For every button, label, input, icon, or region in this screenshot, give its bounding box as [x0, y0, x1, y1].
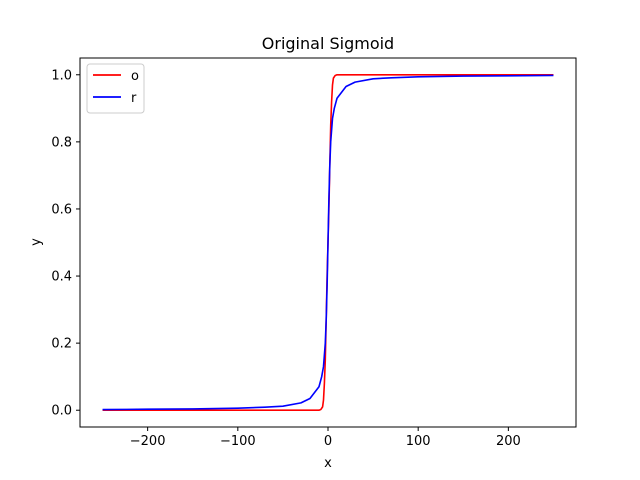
x-tick-label: −200 [130, 434, 166, 449]
legend: or [86, 63, 145, 114]
y-tick-label: 0.4 [51, 270, 72, 285]
y-axis-label: y [29, 238, 44, 246]
x-tick-label: 0 [324, 434, 332, 449]
y-tick-label: 0.0 [51, 404, 72, 419]
legend-label-r: r [131, 91, 137, 106]
y-tick-label: 0.8 [51, 135, 72, 150]
y-tick-label: 0.2 [51, 337, 72, 352]
y-axis-ticks: 0.0 0.2 0.4 0.6 0.8 1.0 [51, 68, 80, 419]
plot-lines [102, 73, 554, 412]
series-line-r [102, 74, 554, 411]
x-axis-ticks: −200 −100 0 100 200 [130, 427, 521, 449]
legend-box [86, 63, 145, 114]
legend-items: or [93, 69, 139, 106]
x-tick-label: 200 [496, 434, 521, 449]
y-tick-label: 0.6 [51, 202, 72, 217]
x-tick-label: −100 [220, 434, 256, 449]
legend-label-o: o [131, 69, 139, 84]
x-axis-label: x [324, 456, 332, 471]
y-tick-label: 1.0 [51, 68, 72, 83]
chart-title: Original Sigmoid [262, 34, 394, 53]
x-tick-label: 100 [406, 434, 431, 449]
